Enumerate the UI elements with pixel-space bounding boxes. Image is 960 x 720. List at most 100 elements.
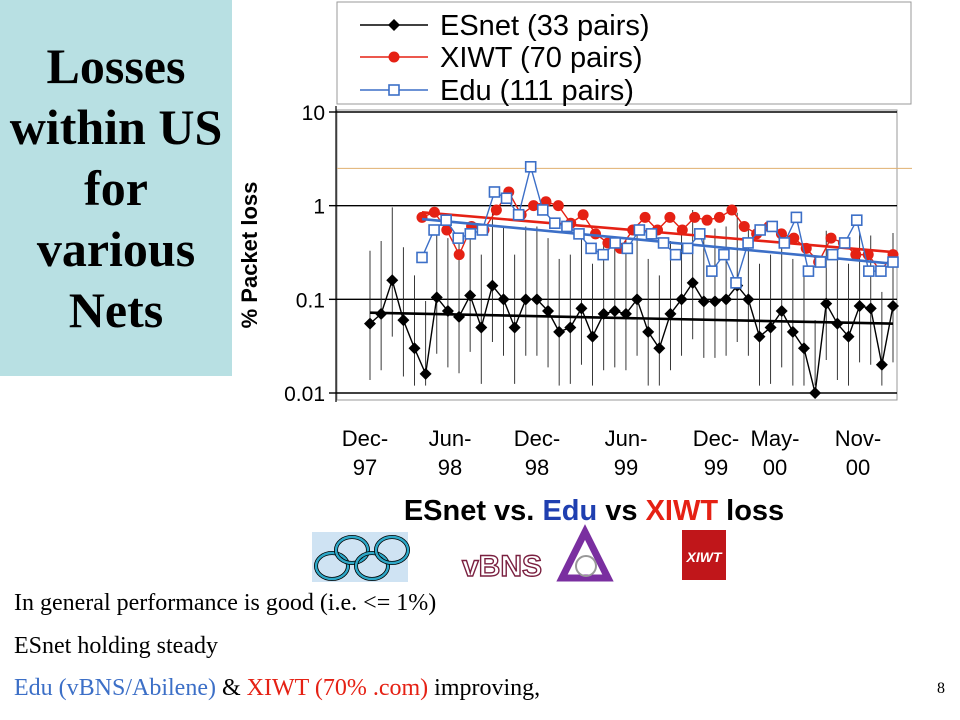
data-point: [864, 302, 877, 315]
data-point: [887, 299, 899, 312]
data-point: [564, 321, 577, 334]
x-tick-label: Jun-98: [429, 426, 472, 480]
data-point: [524, 160, 537, 173]
data-point: [826, 248, 839, 261]
data-point: [536, 204, 549, 216]
data-point: [676, 224, 688, 236]
data-point: [597, 307, 610, 320]
abilene-triangle: [556, 524, 614, 582]
data-point: [825, 232, 837, 244]
data-point: [742, 293, 755, 306]
data-point: [831, 317, 844, 330]
legend-label: ESnet (33 pairs): [440, 10, 650, 42]
data-point: [664, 307, 677, 320]
data-point: [408, 342, 421, 355]
series-square-group: [416, 160, 899, 289]
data-point: [464, 289, 477, 302]
bullet-line: Edu (vBNS/Abilene) & XIWT (70% .com) imp…: [14, 675, 540, 702]
xiwt-logo: XIWT: [682, 530, 726, 580]
data-point: [497, 293, 510, 306]
data-point: [689, 211, 701, 223]
data-point: [754, 224, 766, 236]
slide-title: Losses within US for various Nets: [9, 37, 223, 338]
data-point: [788, 232, 800, 244]
data-point: [708, 295, 721, 308]
data-point: [686, 276, 699, 289]
data-point: [842, 330, 855, 343]
data-point: [653, 342, 666, 355]
series-line: [369, 277, 894, 394]
data-point: [850, 249, 862, 261]
data-point: [706, 265, 718, 277]
data-point: [657, 237, 670, 249]
data-point: [440, 214, 452, 226]
bullet-line: ESnet holding steady: [14, 633, 218, 660]
data-point: [419, 367, 432, 380]
data-point: [552, 200, 564, 212]
trend-line: [421, 217, 894, 266]
bullet-text: XIWT (70% .com): [246, 675, 429, 701]
x-tick-label: Dec-98: [514, 426, 560, 480]
data-point: [441, 224, 453, 236]
ring-color: [334, 535, 370, 565]
x-tick-label: Dec-97: [342, 426, 388, 480]
abilene-circle: [575, 555, 597, 577]
data-point: [519, 293, 532, 306]
data-point: [786, 325, 799, 338]
data-point: [597, 248, 609, 261]
data-point: [775, 228, 787, 240]
data-point: [820, 297, 833, 310]
data-point: [386, 274, 399, 287]
data-point: [766, 220, 779, 233]
legend-marker: [388, 19, 400, 31]
data-point: [486, 279, 499, 292]
series-diamond-group: [364, 207, 899, 399]
x-tick-label: Nov-00: [835, 426, 881, 480]
data-point: [441, 305, 454, 318]
data-point: [508, 321, 521, 334]
data-point: [797, 342, 810, 355]
ring-color: [354, 551, 390, 581]
data-point: [753, 330, 766, 343]
logos: vBNS XIWT: [312, 524, 726, 584]
data-point: [573, 228, 585, 240]
data-point: [542, 305, 555, 318]
data-point: [500, 192, 513, 205]
bullet-text: In general performance is good (i.e. <= …: [14, 590, 437, 616]
data-point: [838, 237, 851, 249]
data-point: [887, 256, 899, 268]
data-point: [814, 256, 827, 268]
data-point: [619, 307, 632, 320]
data-point: [631, 293, 644, 306]
legend-frame: [336, 1, 912, 105]
vbns-logo: vBNS: [461, 549, 542, 583]
data-point: [621, 242, 634, 255]
data-point: [416, 211, 428, 223]
data-point: [639, 211, 651, 223]
data-point: [577, 209, 589, 221]
data-point: [875, 265, 887, 277]
data-point: [778, 237, 791, 249]
bullet-text: Edu (vBNS/Abilene): [14, 675, 216, 701]
data-point: [645, 228, 658, 240]
y-axis-label: % Packet loss: [237, 182, 262, 329]
y-tick-label: 0.1: [296, 289, 325, 312]
data-point: [675, 293, 688, 306]
data-point: [476, 224, 489, 236]
legend-label: XIWT (70 pairs): [440, 42, 643, 74]
data-point: [549, 217, 561, 229]
rings-logo: [312, 532, 410, 582]
data-point: [809, 387, 822, 399]
data-point: [397, 314, 410, 327]
data-point: [863, 265, 875, 277]
data-point: [713, 211, 725, 223]
legend-marker: [388, 51, 400, 63]
bullet-text: improving,: [428, 675, 541, 701]
data-point: [701, 214, 713, 226]
xiwt-logo-text: XIWT: [686, 549, 723, 565]
data-point: [681, 242, 694, 255]
vbns-logo-text: vBNS: [462, 550, 542, 583]
data-point: [875, 358, 888, 371]
data-point: [642, 325, 655, 338]
legend: ESnet (33 pairs)XIWT (70 pairs)Edu (111 …: [336, 1, 912, 107]
